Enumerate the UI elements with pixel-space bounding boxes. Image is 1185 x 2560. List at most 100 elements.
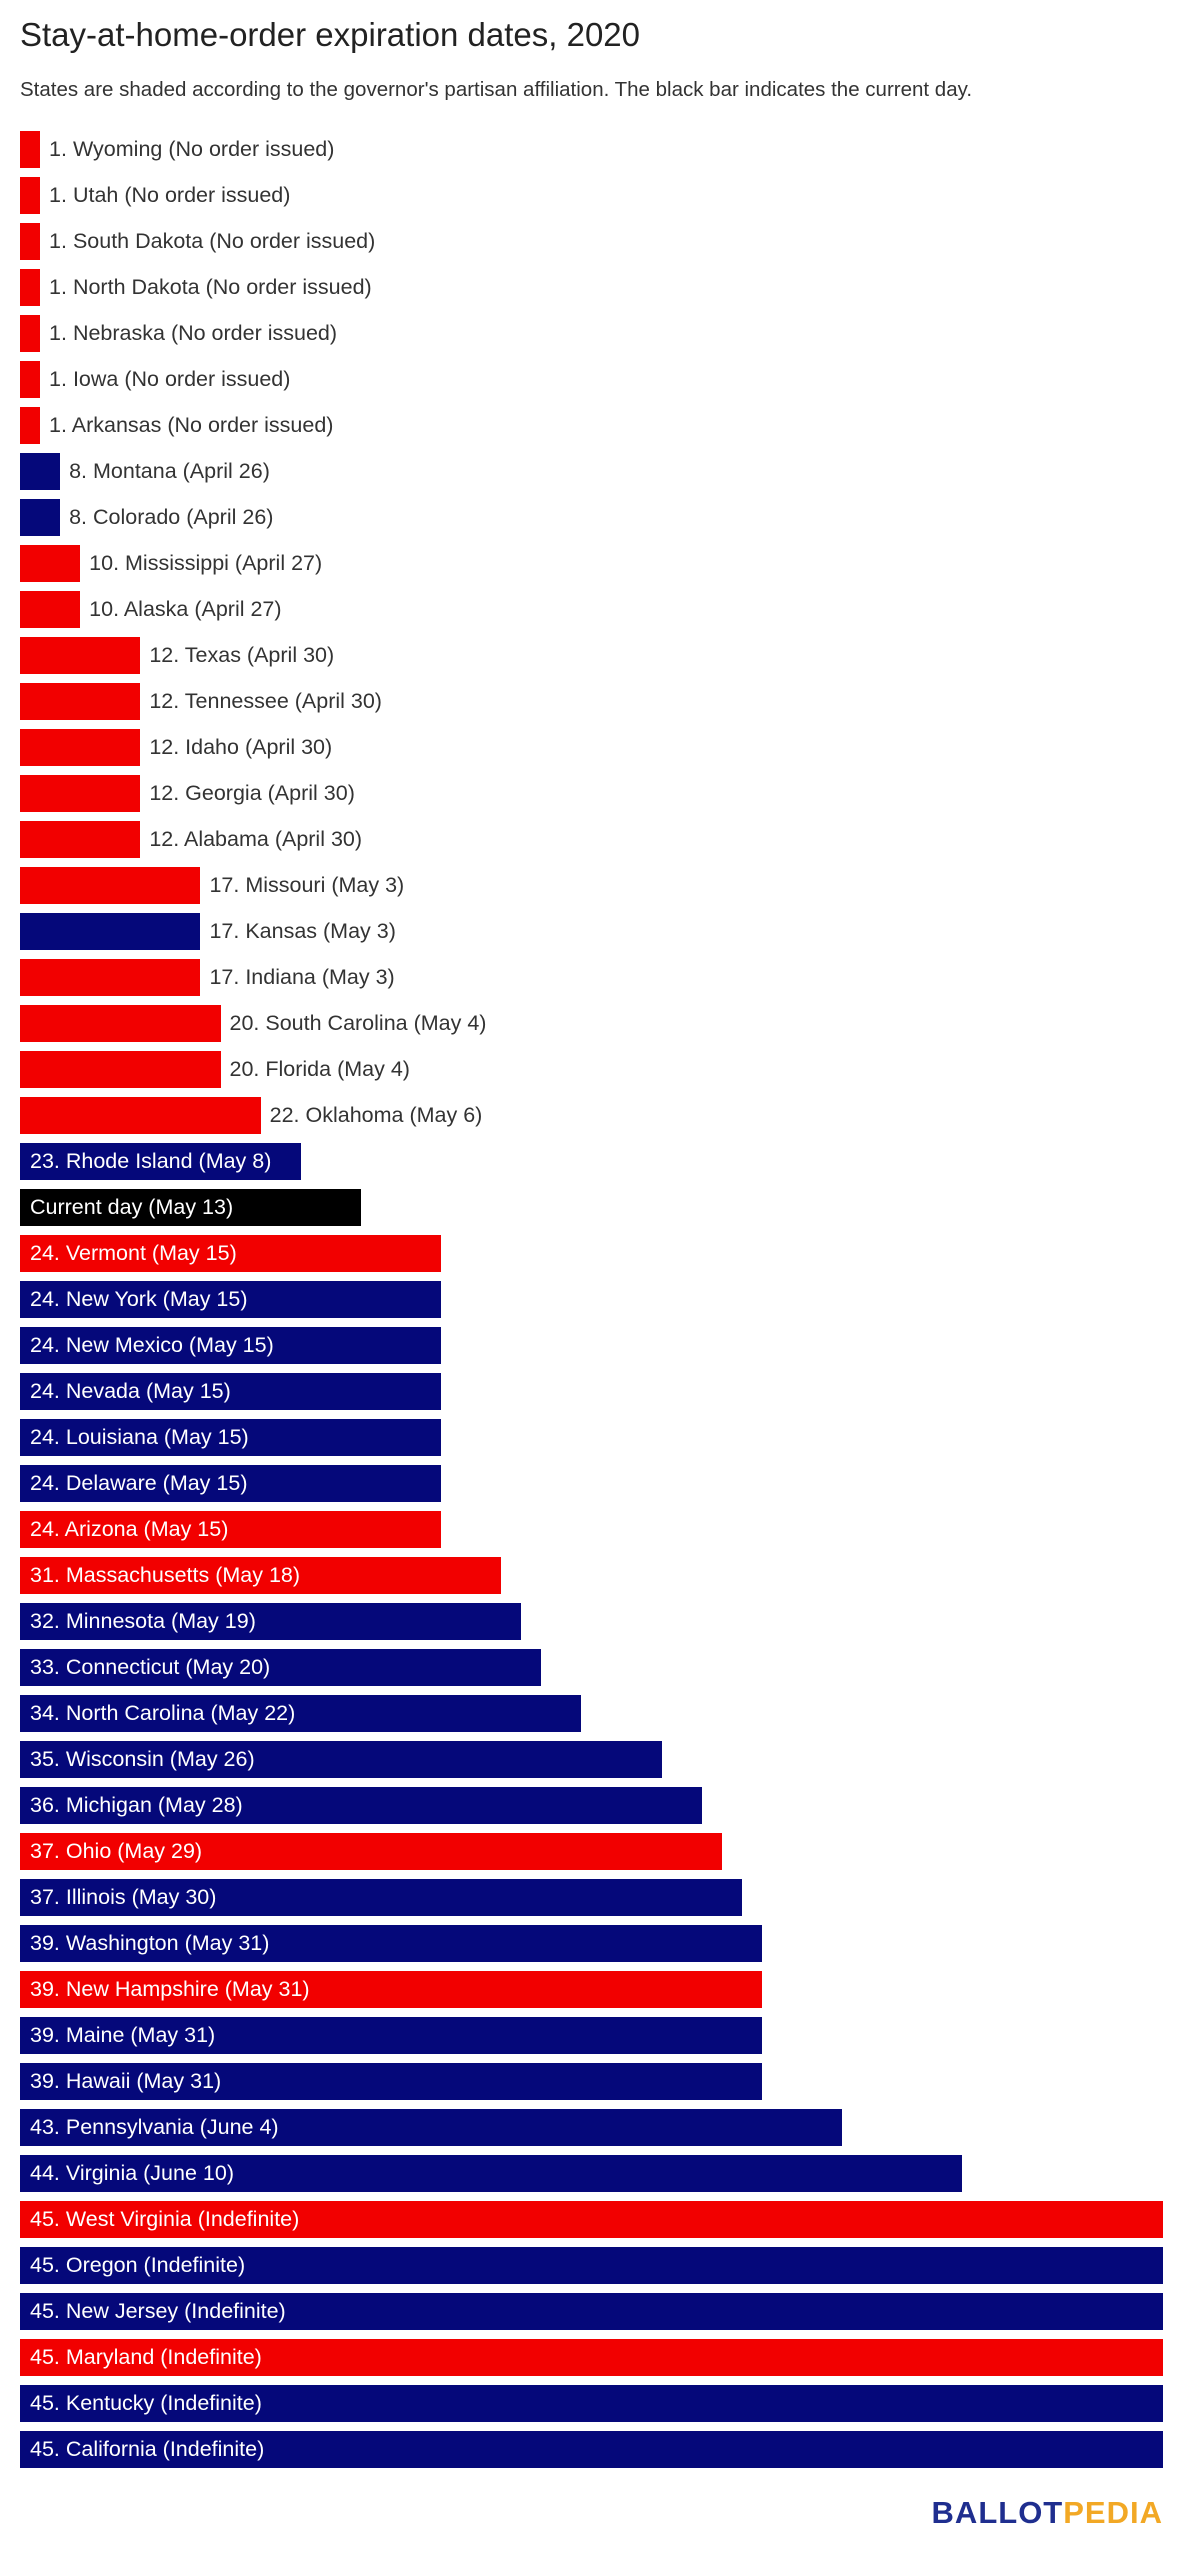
bar-state <box>20 2385 1163 2422</box>
bar-state <box>20 821 141 858</box>
bar-label: 45. California (Indefinite) <box>30 2437 265 2461</box>
bar-label: 33. Connecticut (May 20) <box>30 1655 271 1679</box>
bar-state <box>20 1557 502 1594</box>
bar-label: 17. Kansas (May 3) <box>209 919 396 943</box>
bar-label: 45. West Virginia (Indefinite) <box>30 2207 300 2231</box>
bar-state <box>20 1511 442 1548</box>
bar-label: 39. New Hampshire (May 31) <box>30 1977 310 2001</box>
bar-label: 17. Indiana (May 3) <box>209 965 395 989</box>
bar-label: 1. Iowa (No order issued) <box>49 367 291 391</box>
bar-label: 45. New Jersey (Indefinite) <box>30 2299 286 2323</box>
bar-state <box>20 1465 442 1502</box>
bar-state <box>20 775 141 812</box>
bar-label: 31. Massachusetts (May 18) <box>30 1563 301 1587</box>
bar-state <box>20 545 81 582</box>
bar-label: 45. Maryland (Indefinite) <box>30 2345 262 2369</box>
bar-state <box>20 1373 442 1410</box>
bar-state <box>20 1327 442 1364</box>
bar-state <box>20 1281 442 1318</box>
bar-label: 43. Pennsylvania (June 4) <box>30 2115 279 2139</box>
bar-label: 8. Colorado (April 26) <box>69 505 274 529</box>
bar-label: 24. New York (May 15) <box>30 1287 248 1311</box>
bar-state <box>20 637 141 674</box>
bar-state <box>20 269 41 306</box>
bar-state <box>20 2201 1163 2238</box>
logo-text-ballot: BALLOT <box>931 2495 1064 2530</box>
bar-state <box>20 2063 762 2100</box>
bar-state <box>20 2293 1163 2330</box>
bar-label: 10. Mississippi (April 27) <box>89 551 323 575</box>
bar-state <box>20 1005 221 1042</box>
bar-state <box>20 1971 762 2008</box>
logo-text-pedia: PEDIA <box>1063 2495 1163 2530</box>
bar-label: 17. Missouri (May 3) <box>209 873 405 897</box>
bar-state <box>20 1741 662 1778</box>
bar-state <box>20 729 141 766</box>
bar-state <box>20 1419 442 1456</box>
bar-label: 1. Arkansas (No order issued) <box>49 413 334 437</box>
bar-label: 24. New Mexico (May 15) <box>30 1333 274 1357</box>
bar-label: 39. Hawaii (May 31) <box>30 2069 222 2093</box>
bar-label: 45. Kentucky (Indefinite) <box>30 2391 262 2415</box>
ballotpedia-logo: BALLOTPEDIA <box>932 2495 1163 2531</box>
bar-state <box>20 1925 762 1962</box>
bar-label: 24. Delaware (May 15) <box>30 1471 248 1495</box>
bar-label: 36. Michigan (May 28) <box>30 1793 243 1817</box>
bar-state <box>20 2247 1163 2284</box>
bar-state <box>20 1649 542 1686</box>
bar-state <box>20 131 41 168</box>
bar-label: 8. Montana (April 26) <box>69 459 270 483</box>
bar-label: 39. Washington (May 31) <box>30 1931 270 1955</box>
bar-label: 37. Ohio (May 29) <box>30 1839 203 1863</box>
bar-state <box>20 1143 301 1180</box>
bar-state <box>20 1603 522 1640</box>
bar-state <box>20 1695 582 1732</box>
bar-label: 24. Arizona (May 15) <box>30 1517 229 1541</box>
bar-label: 45. Oregon (Indefinite) <box>30 2253 246 2277</box>
bar-label: 32. Minnesota (May 19) <box>30 1609 256 1633</box>
bar-state <box>20 315 41 352</box>
bar-state <box>20 1787 702 1824</box>
bar-state <box>20 177 41 214</box>
bar-label: 44. Virginia (June 10) <box>30 2161 234 2185</box>
bar-label: 34. North Carolina (May 22) <box>30 1701 296 1725</box>
bar-state <box>20 1097 261 1134</box>
bar-state <box>20 2155 963 2192</box>
bar-state <box>20 867 201 904</box>
bar-state <box>20 1879 742 1916</box>
bar-label: 1. Wyoming (No order issued) <box>49 137 335 161</box>
bar-label: 1. Nebraska (No order issued) <box>49 321 338 345</box>
bar-current-day <box>20 1189 361 1226</box>
bar-label: 1. North Dakota (No order issued) <box>49 275 372 299</box>
bar-state <box>20 913 201 950</box>
bar-state <box>20 2431 1163 2468</box>
bar-label: 23. Rhode Island (May 8) <box>30 1149 272 1173</box>
bar-label: 1. Utah (No order issued) <box>49 183 291 207</box>
bar-label: 12. Alabama (April 30) <box>149 827 363 851</box>
chart-subtitle: States are shaded according to the gover… <box>20 78 973 101</box>
bar-label: Current day (May 13) <box>30 1195 234 1219</box>
bar-label: 12. Texas (April 30) <box>149 643 335 667</box>
bar-label: 1. South Dakota (No order issued) <box>49 229 376 253</box>
bar-label: 35. Wisconsin (May 26) <box>30 1747 255 1771</box>
bar-state <box>20 453 61 490</box>
bar-state <box>20 1833 722 1870</box>
bar-state <box>20 223 41 260</box>
bar-state <box>20 1235 442 1272</box>
bar-state <box>20 591 81 628</box>
chart-title: Stay-at-home-order expiration dates, 202… <box>20 16 641 53</box>
bar-label: 20. South Carolina (May 4) <box>229 1011 487 1035</box>
bar-label: 24. Louisiana (May 15) <box>30 1425 249 1449</box>
bar-state <box>20 2017 762 2054</box>
bar-state <box>20 2109 843 2146</box>
bar-label: 20. Florida (May 4) <box>229 1057 410 1081</box>
bar-state <box>20 683 141 720</box>
bar-label: 12. Georgia (April 30) <box>149 781 355 805</box>
bar-label: 10. Alaska (April 27) <box>89 597 282 621</box>
bar-state <box>20 1051 221 1088</box>
bar-label: 12. Idaho (April 30) <box>149 735 333 759</box>
bar-state <box>20 361 41 398</box>
bar-state <box>20 499 61 536</box>
bar-label: 12. Tennessee (April 30) <box>149 689 382 713</box>
